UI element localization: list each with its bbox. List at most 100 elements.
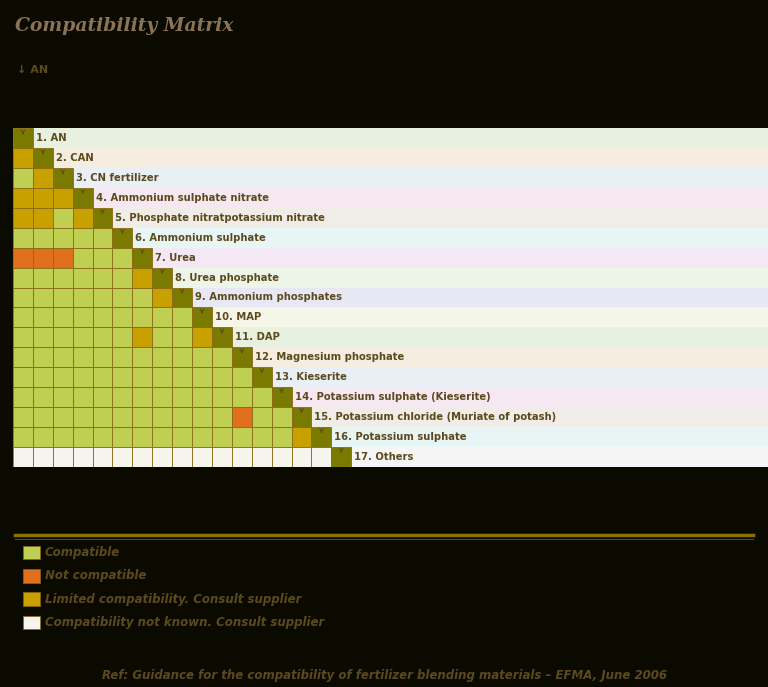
Bar — [73, 387, 93, 407]
Bar — [112, 427, 132, 447]
Bar — [3, 308, 768, 327]
Bar — [132, 327, 152, 347]
Bar — [152, 447, 172, 466]
Bar — [252, 367, 272, 387]
Bar — [172, 427, 192, 447]
Bar — [13, 407, 33, 427]
Bar — [252, 447, 272, 466]
Text: 11. DAP: 11. DAP — [235, 333, 280, 342]
Bar — [192, 447, 212, 466]
Bar — [73, 228, 93, 248]
Bar — [232, 367, 252, 387]
Bar — [73, 407, 93, 427]
Bar — [3, 188, 768, 208]
Bar — [112, 228, 132, 248]
Bar — [152, 327, 172, 347]
Text: 4. Ammonium sulphate nitrate: 4. Ammonium sulphate nitrate — [95, 193, 269, 203]
Bar — [13, 347, 33, 367]
Bar — [272, 447, 292, 466]
Text: 5. Phosphate nitratpotassium nitrate: 5. Phosphate nitratpotassium nitrate — [115, 213, 326, 223]
Bar — [132, 248, 152, 268]
Bar — [33, 148, 53, 168]
Bar — [3, 168, 768, 188]
Bar — [252, 407, 272, 427]
Bar — [33, 407, 53, 427]
Bar — [53, 248, 73, 268]
Bar — [13, 387, 33, 407]
Bar — [13, 427, 33, 447]
Bar — [53, 347, 73, 367]
Bar — [33, 248, 53, 268]
Bar — [152, 387, 172, 407]
Bar — [73, 347, 93, 367]
Bar — [3, 288, 768, 308]
Bar — [13, 128, 33, 148]
Bar — [53, 407, 73, 427]
Bar — [73, 308, 93, 327]
Bar — [3, 407, 768, 427]
Bar — [33, 188, 53, 208]
Bar — [33, 308, 53, 327]
Text: 9. Ammonium phosphates: 9. Ammonium phosphates — [195, 293, 342, 302]
Bar — [132, 347, 152, 367]
Bar — [93, 447, 112, 466]
Bar — [93, 367, 112, 387]
Bar — [53, 208, 73, 228]
Text: Compatible: Compatible — [45, 546, 120, 559]
Bar — [13, 168, 33, 188]
Bar — [192, 327, 212, 347]
Bar — [53, 447, 73, 466]
Bar — [33, 327, 53, 347]
Bar — [13, 367, 33, 387]
Bar — [112, 407, 132, 427]
Bar — [13, 308, 33, 327]
Bar — [132, 288, 152, 308]
Text: Compatibility not known. Consult supplier: Compatibility not known. Consult supplie… — [45, 616, 324, 629]
Bar — [172, 407, 192, 427]
Bar — [53, 427, 73, 447]
Bar — [13, 208, 33, 228]
Text: 12. Magnesium phosphate: 12. Magnesium phosphate — [255, 352, 404, 362]
Bar — [53, 228, 73, 248]
Bar — [152, 308, 172, 327]
Bar — [252, 387, 272, 407]
Bar — [93, 347, 112, 367]
Bar — [192, 308, 212, 327]
Bar — [172, 447, 192, 466]
Bar — [112, 347, 132, 367]
Bar — [272, 407, 292, 427]
Bar — [112, 288, 132, 308]
Bar — [93, 248, 112, 268]
Bar — [53, 387, 73, 407]
Bar — [93, 288, 112, 308]
Text: 17. Others: 17. Others — [354, 451, 414, 462]
Bar — [33, 228, 53, 248]
Bar — [192, 367, 212, 387]
Bar — [13, 447, 33, 466]
Bar — [33, 447, 53, 466]
Bar — [73, 268, 93, 288]
Bar — [93, 268, 112, 288]
Bar — [232, 407, 252, 427]
Text: 2. CAN: 2. CAN — [56, 153, 94, 164]
Text: 1. AN: 1. AN — [36, 133, 67, 144]
Bar — [53, 327, 73, 347]
Text: 16. Potassium sulphate: 16. Potassium sulphate — [334, 431, 467, 442]
Bar — [3, 128, 768, 148]
Bar — [13, 327, 33, 347]
Bar — [53, 288, 73, 308]
Bar — [73, 427, 93, 447]
Bar — [93, 387, 112, 407]
Bar — [53, 168, 73, 188]
Text: Not compatible: Not compatible — [45, 570, 146, 583]
Bar — [132, 367, 152, 387]
Bar — [192, 347, 212, 367]
Bar — [33, 367, 53, 387]
Bar — [252, 427, 272, 447]
Bar — [3, 268, 768, 288]
Bar — [232, 347, 252, 367]
Bar — [33, 168, 53, 188]
Text: 10. MAP: 10. MAP — [215, 313, 261, 322]
Bar — [73, 327, 93, 347]
Bar — [3, 347, 768, 367]
